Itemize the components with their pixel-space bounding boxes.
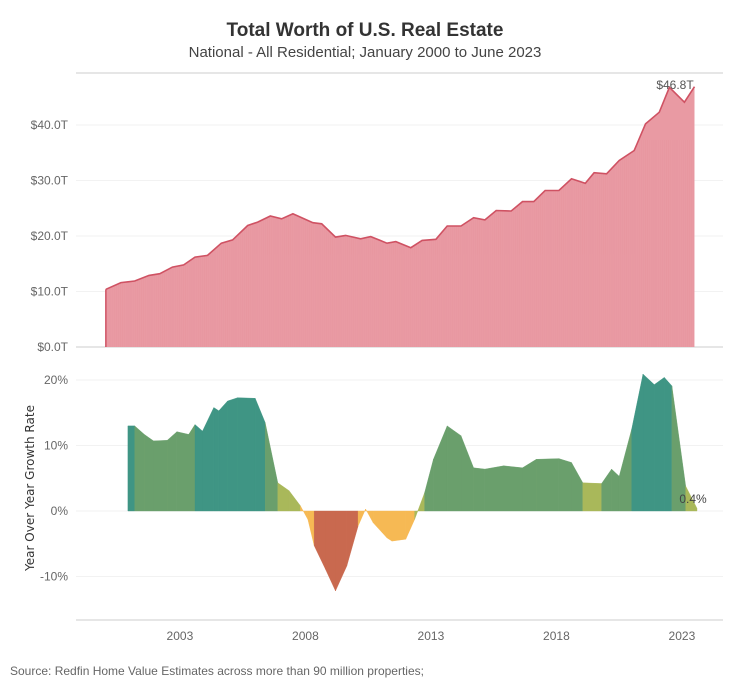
growth-bar [536,458,560,512]
y-tick-label: $40.0T [31,118,69,132]
y-tick-label: $20.0T [31,229,69,243]
growth-bar [346,510,359,567]
growth-bar [188,423,196,512]
growth-bar [335,510,347,591]
x-tick-label: 2023 [669,629,696,643]
growth-bar [325,510,336,591]
growth-bar [685,486,698,512]
growth-bar [522,458,537,512]
growth-bar [373,510,388,539]
growth-bar [414,492,425,520]
growth-bar [386,510,393,542]
growth-bar [433,425,448,512]
y-tick-label: $0.0T [37,340,68,354]
growth-bar [167,431,178,512]
growth-bar [582,482,602,512]
growth-bar [227,397,238,512]
growth-bar [277,482,290,512]
growth-bar [213,407,219,512]
y-tick-label: $30.0T [31,174,69,188]
growth-bar [134,425,145,512]
growth-bar [664,376,673,512]
growth-bar [405,510,415,540]
growth-bar [391,510,406,542]
y-tick-label: 10% [44,439,68,453]
growth-bar [484,465,504,512]
x-tick-label: 2018 [543,629,570,643]
x-tick-label: 2003 [167,629,194,643]
growth-bar [127,425,135,512]
growth-bar [255,398,266,512]
growth-bar [424,459,434,512]
growth-bar [473,467,486,512]
growth-bar [357,508,366,527]
growth-bar [611,468,620,512]
worth-line [105,85,696,291]
worth-area [105,86,695,347]
growth-bar [447,425,462,512]
growth-bar [194,424,203,512]
y-tick-label: $10.0T [31,285,69,299]
growth-bar [176,431,189,512]
growth-bar [202,407,214,512]
growth-bar [314,510,326,570]
growth-bar [265,422,278,512]
growth-bar [153,440,168,512]
growth-bar [237,397,256,512]
growth-bar [144,434,154,512]
y-tick-label: 0% [51,504,69,518]
growth-bar [601,468,612,512]
growth-bar [307,510,315,546]
growth-bar [654,377,665,512]
growth-bar [218,400,228,512]
chart-subtitle: National - All Residential; January 2000… [188,44,542,61]
peak-annotation: $46.8T [656,78,694,92]
growth-bar [503,465,523,512]
y-tick-label: -10% [40,570,68,584]
source-note: Source: Redfin Home Value Estimates acro… [10,664,424,678]
growth-bar [300,505,309,520]
y-axis-label: Year Over Year Growth Rate [23,405,37,572]
growth-bar [365,508,374,523]
x-tick-label: 2013 [418,629,445,643]
growth-bar [460,435,474,512]
growth-bar [642,373,655,512]
growth-bar [558,458,572,512]
x-tick-label: 2008 [292,629,319,643]
growth-bar [619,429,632,512]
growth-bar [571,461,583,512]
chart-title: Total Worth of U.S. Real Estate [226,20,504,41]
growth-bar [288,490,301,512]
latest-growth-annotation: 0.4% [679,492,707,506]
growth-bar [631,374,644,512]
y-tick-label: 20% [44,373,68,387]
